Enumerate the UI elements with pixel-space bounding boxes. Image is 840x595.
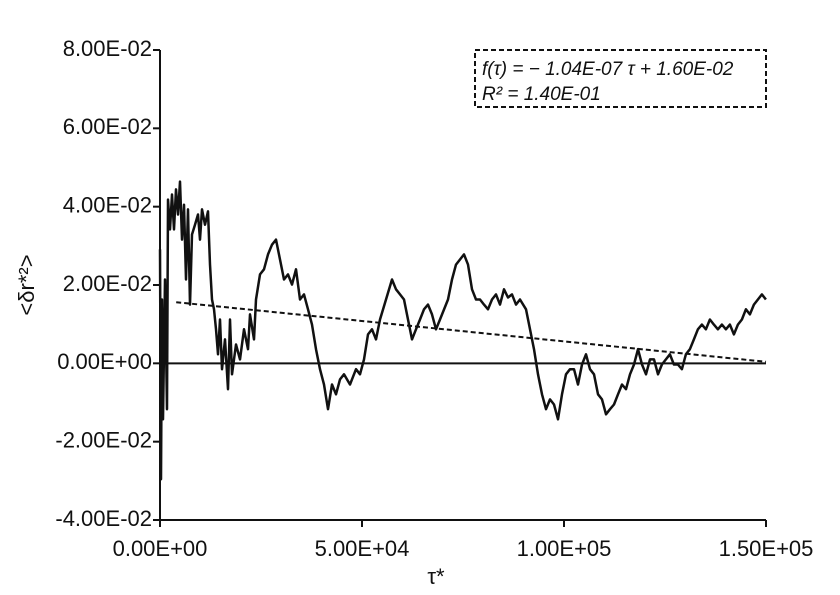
data-line [158,180,767,481]
x-tick-label: 0.00E+00 [113,536,208,561]
x-tick-label: 5.00E+04 [315,536,410,561]
fit-line [176,301,767,363]
y-axis-label: <δr*²> [14,254,39,315]
fit-equation: f(τ) = − 1.04E-07 τ + 1.60E-02 [482,59,734,80]
y-tick-label: 8.00E-02 [63,36,152,61]
y-tick-label: 6.00E-02 [63,114,152,139]
y-tick-label: 4.00E-02 [63,192,152,217]
x-axis-label: τ* [427,564,445,589]
y-tick-label: 2.00E-02 [63,271,152,296]
y-tick-label: -4.00E-02 [55,506,152,531]
x-tick-label: 1.00E+05 [517,536,612,561]
y-tick-label: 0.00E+00 [57,349,152,374]
y-tick-label: -2.00E-02 [55,427,152,452]
x-tick-label: 1.50E+05 [719,536,814,561]
annotation-box [474,49,767,108]
r-squared: R² = 1.40E-01 [482,84,601,105]
